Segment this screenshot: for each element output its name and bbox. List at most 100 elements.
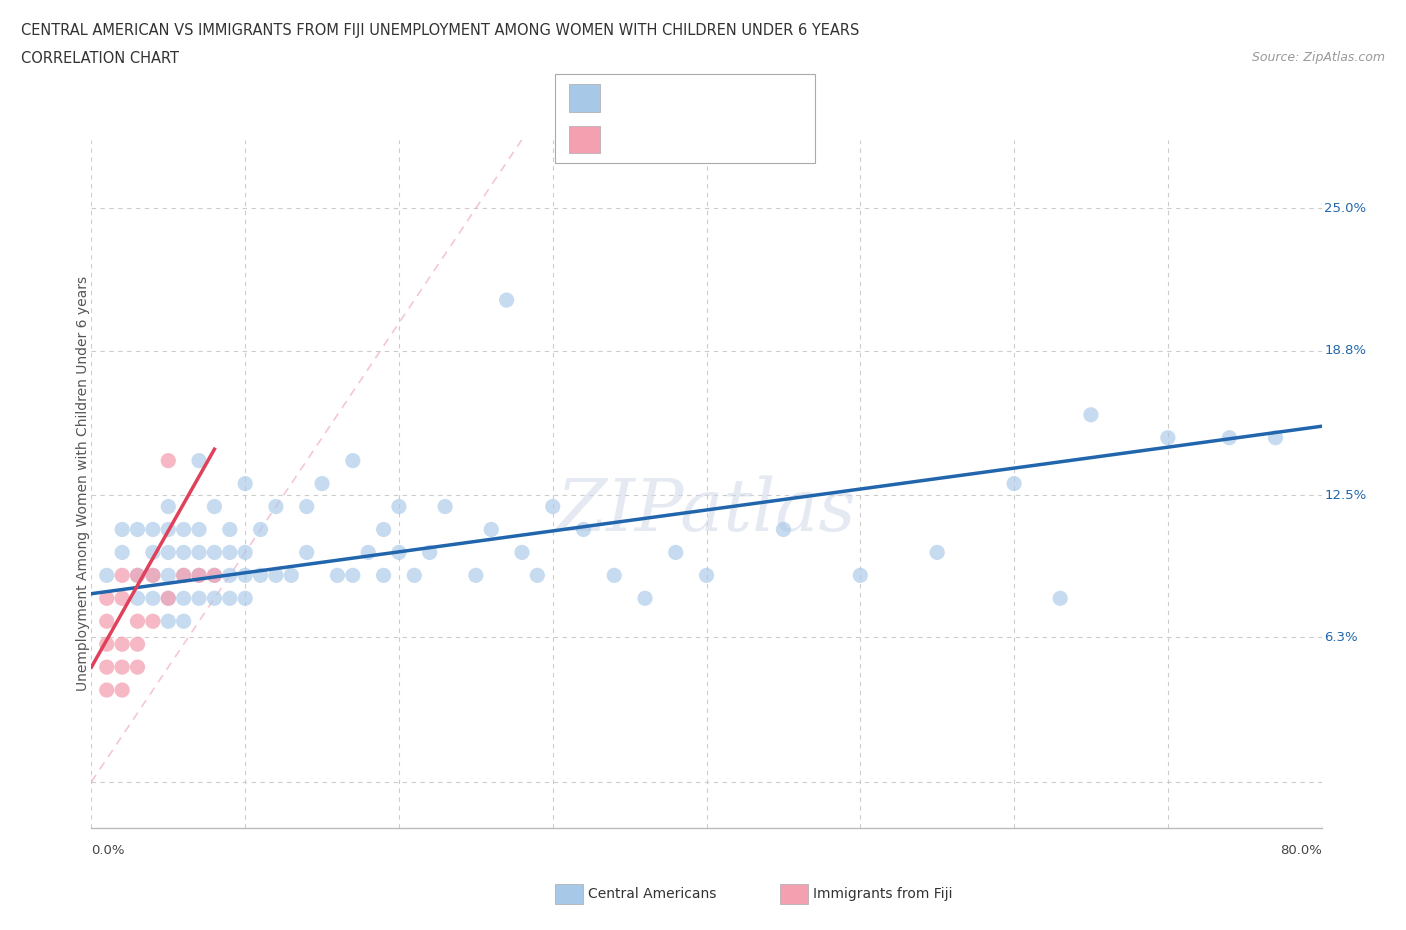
Point (495, 293, 517, 308)
Point (849, 568, 872, 583)
Point (96, 683, 118, 698)
Point (157, 614, 180, 629)
Y-axis label: Unemployment Among Women with Children Under 6 years: Unemployment Among Women with Children U… (76, 276, 90, 691)
Point (142, 568, 165, 583)
Point (295, 499, 318, 514)
Point (157, 522, 180, 537)
Point (127, 568, 149, 583)
Point (142, 568, 165, 583)
Text: 6.3%: 6.3% (1324, 631, 1358, 644)
Point (142, 522, 165, 537)
Point (342, 568, 364, 583)
Point (127, 637, 149, 652)
Point (96, 659, 118, 674)
Point (510, 545, 533, 560)
Point (526, 568, 548, 583)
Point (188, 591, 211, 605)
Point (249, 522, 271, 537)
Point (419, 545, 441, 560)
Point (295, 545, 318, 560)
Point (111, 568, 134, 583)
Text: Immigrants from Fiji: Immigrants from Fiji (813, 886, 952, 901)
Text: Central Americans: Central Americans (588, 886, 716, 901)
Point (173, 522, 195, 537)
Point (218, 545, 240, 560)
Point (188, 568, 211, 583)
Point (157, 591, 180, 605)
Point (127, 591, 149, 605)
Point (173, 545, 195, 560)
Point (218, 522, 240, 537)
Point (388, 499, 411, 514)
Point (142, 545, 165, 560)
Point (464, 568, 486, 583)
Point (202, 545, 225, 560)
Text: 0.0%: 0.0% (91, 844, 125, 857)
Text: CENTRAL AMERICAN VS IMMIGRANTS FROM FIJI UNEMPLOYMENT AMONG WOMEN WITH CHILDREN : CENTRAL AMERICAN VS IMMIGRANTS FROM FIJI… (21, 23, 859, 38)
Text: R = 0.241   N = 21: R = 0.241 N = 21 (609, 132, 765, 147)
Text: 18.8%: 18.8% (1324, 344, 1367, 357)
Point (127, 568, 149, 583)
Point (1157, 431, 1180, 445)
Point (772, 522, 794, 537)
Point (173, 591, 195, 605)
Point (665, 545, 688, 560)
Point (96, 614, 118, 629)
Point (311, 476, 333, 491)
Point (96, 591, 118, 605)
Point (927, 545, 949, 560)
Point (373, 522, 395, 537)
Point (388, 545, 411, 560)
Point (111, 591, 134, 605)
Text: 12.5%: 12.5% (1324, 488, 1367, 501)
Point (96, 568, 118, 583)
Point (111, 637, 134, 652)
Point (111, 545, 134, 560)
Point (326, 568, 349, 583)
Point (233, 545, 256, 560)
Point (188, 453, 211, 468)
Point (127, 614, 149, 629)
Text: Source: ZipAtlas.com: Source: ZipAtlas.com (1251, 51, 1385, 64)
Point (218, 568, 240, 583)
Point (188, 568, 211, 583)
Point (127, 659, 149, 674)
Point (173, 568, 195, 583)
Point (218, 591, 240, 605)
Point (434, 499, 457, 514)
Point (264, 568, 287, 583)
Text: ZIPatlas: ZIPatlas (557, 476, 856, 547)
Point (173, 568, 195, 583)
Point (695, 568, 717, 583)
Text: 80.0%: 80.0% (1279, 844, 1322, 857)
Point (111, 522, 134, 537)
Text: CORRELATION CHART: CORRELATION CHART (21, 51, 179, 66)
Point (157, 453, 180, 468)
Text: 25.0%: 25.0% (1324, 202, 1367, 215)
Point (404, 568, 426, 583)
Text: R = 0.250   N = 77: R = 0.250 N = 77 (609, 90, 765, 105)
Point (264, 499, 287, 514)
Point (280, 568, 302, 583)
Point (541, 499, 564, 514)
Point (603, 568, 626, 583)
Point (1218, 431, 1240, 445)
Point (157, 568, 180, 583)
Point (188, 545, 211, 560)
Point (202, 591, 225, 605)
Point (202, 568, 225, 583)
Point (142, 591, 165, 605)
Point (157, 545, 180, 560)
Point (202, 568, 225, 583)
Point (1002, 476, 1025, 491)
Point (373, 568, 395, 583)
Point (111, 683, 134, 698)
Point (157, 499, 180, 514)
Point (479, 522, 502, 537)
Point (1049, 591, 1071, 605)
Point (572, 522, 595, 537)
Point (173, 614, 195, 629)
Point (157, 591, 180, 605)
Point (127, 522, 149, 537)
Point (634, 591, 657, 605)
